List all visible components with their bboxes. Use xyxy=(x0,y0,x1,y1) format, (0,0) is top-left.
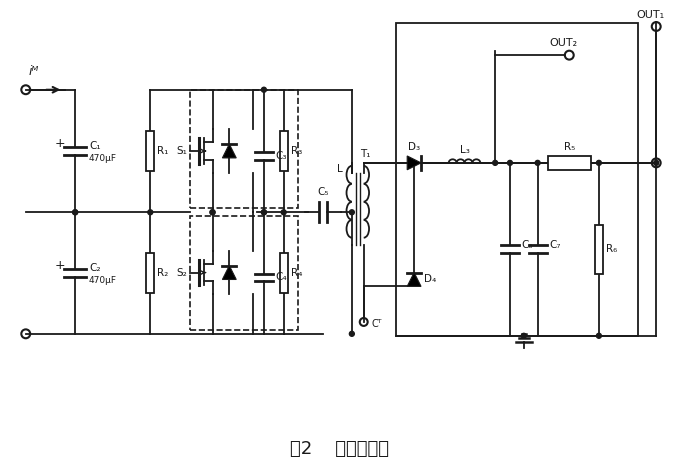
Text: L₃: L₃ xyxy=(460,145,469,156)
Text: C₁: C₁ xyxy=(89,141,101,151)
Text: C₂: C₂ xyxy=(89,263,101,273)
Circle shape xyxy=(210,210,215,215)
Text: S₂: S₂ xyxy=(176,267,187,278)
Circle shape xyxy=(73,210,78,215)
Text: C₇: C₇ xyxy=(549,240,561,251)
Text: C₄: C₄ xyxy=(276,273,288,282)
Polygon shape xyxy=(222,144,236,158)
Circle shape xyxy=(210,210,215,215)
Text: 470μF: 470μF xyxy=(89,276,117,285)
Bar xyxy=(146,253,154,293)
Text: C₆: C₆ xyxy=(522,240,533,251)
Circle shape xyxy=(522,333,526,338)
Circle shape xyxy=(596,160,601,165)
Bar xyxy=(547,156,591,170)
Bar xyxy=(279,131,288,171)
Text: D₃: D₃ xyxy=(408,142,420,152)
Polygon shape xyxy=(407,156,421,170)
Circle shape xyxy=(535,160,540,165)
Text: L: L xyxy=(337,164,343,174)
Circle shape xyxy=(73,210,78,215)
Bar xyxy=(396,23,639,336)
Text: R₁: R₁ xyxy=(157,146,169,156)
Circle shape xyxy=(282,210,286,215)
Circle shape xyxy=(261,87,267,92)
Text: R₅: R₅ xyxy=(564,142,575,152)
Text: +: + xyxy=(55,258,66,272)
Circle shape xyxy=(261,210,267,215)
Text: OUT₁: OUT₁ xyxy=(636,9,664,20)
Text: R₃: R₃ xyxy=(290,146,302,156)
Polygon shape xyxy=(222,266,236,280)
Circle shape xyxy=(148,210,153,215)
Circle shape xyxy=(493,160,498,165)
Text: S₁: S₁ xyxy=(176,146,187,156)
Text: 470μF: 470μF xyxy=(89,155,117,164)
Polygon shape xyxy=(407,273,421,286)
Bar xyxy=(190,90,299,208)
Text: R₆: R₆ xyxy=(606,244,617,254)
Circle shape xyxy=(350,210,354,215)
Bar xyxy=(190,216,299,330)
Text: 图2    主电路拓扑: 图2 主电路拓扑 xyxy=(290,440,390,458)
Text: iᴹ: iᴹ xyxy=(29,65,39,78)
Text: T₁: T₁ xyxy=(360,149,371,159)
Text: R₂: R₂ xyxy=(157,268,169,278)
Circle shape xyxy=(507,160,513,165)
Text: R₄: R₄ xyxy=(290,268,302,278)
Circle shape xyxy=(596,333,601,338)
Text: C₅: C₅ xyxy=(318,188,329,197)
Circle shape xyxy=(261,210,267,215)
Text: +: + xyxy=(55,137,66,149)
Circle shape xyxy=(653,160,659,165)
Text: D₄: D₄ xyxy=(424,274,437,284)
Text: C₃: C₃ xyxy=(276,151,287,161)
Text: Cᵀ: Cᵀ xyxy=(372,319,382,329)
Bar xyxy=(595,225,603,274)
Bar xyxy=(146,131,154,171)
Bar xyxy=(279,253,288,293)
Text: OUT₂: OUT₂ xyxy=(549,38,577,48)
Circle shape xyxy=(350,331,354,337)
